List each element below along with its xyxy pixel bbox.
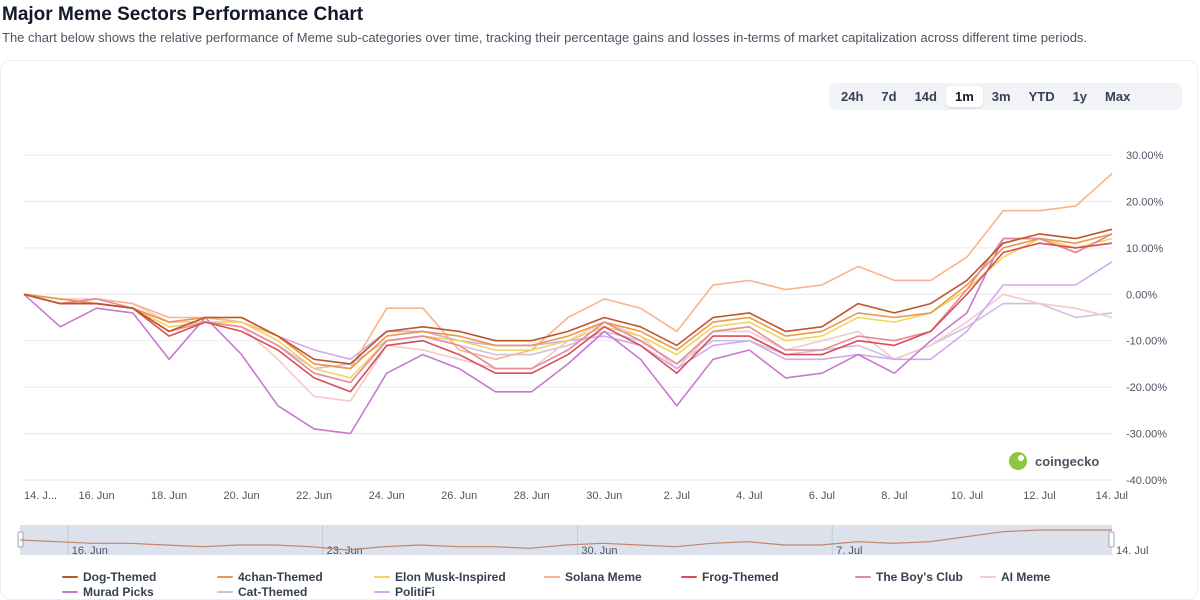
legend-swatch <box>980 576 996 578</box>
navigator-tick-label: 16. Jun <box>72 545 108 557</box>
legend-item-cat-themed[interactable]: Cat-Themed <box>217 585 374 599</box>
x-tick-label: 2. Jul <box>664 490 690 502</box>
legend-swatch <box>217 576 233 578</box>
legend-label: AI Meme <box>1001 570 1051 584</box>
x-tick-label: 12. Jul <box>1023 490 1055 502</box>
range-3m-button[interactable]: 3m <box>983 86 1020 107</box>
navigator-series-line <box>19 529 1112 551</box>
range-24h-button[interactable]: 24h <box>832 86 872 107</box>
watermark-text: coingecko <box>1035 454 1099 469</box>
series-line-frog-themed[interactable] <box>23 242 1113 393</box>
legend-label: Solana Meme <box>565 570 642 584</box>
x-tick-label: 14. Jul <box>1096 490 1128 502</box>
legend-item-ai-meme[interactable]: AI Meme <box>980 570 1130 584</box>
x-tick-label: 14. J... <box>24 490 57 502</box>
y-tick-label: 0.00% <box>1126 289 1157 301</box>
legend-swatch <box>62 576 78 578</box>
y-tick-label: -10.00% <box>1126 336 1167 348</box>
range-14d-button[interactable]: 14d <box>906 86 946 107</box>
legend-item-elon-musk-inspired[interactable]: Elon Musk-Inspired <box>374 570 544 584</box>
legend-item-murad-picks[interactable]: Murad Picks <box>62 585 217 599</box>
range-7d-button[interactable]: 7d <box>872 86 905 107</box>
time-range-selector: 24h 7d 14d 1m 3m YTD 1y Max <box>829 83 1182 110</box>
chart-title: Major Meme Sectors Performance Chart <box>2 4 364 25</box>
series-line-politifi[interactable] <box>23 261 1113 370</box>
legend-label: Frog-Themed <box>702 570 779 584</box>
range-max-button[interactable]: Max <box>1096 86 1139 107</box>
legend-item-solana-meme[interactable]: Solana Meme <box>544 570 681 584</box>
navigator-tick-label: 14. Jul <box>1116 545 1148 557</box>
series-line-dog-themed[interactable] <box>23 228 1113 365</box>
legend-item-politifi[interactable]: PolitiFi <box>374 585 544 599</box>
y-tick-label: 20.00% <box>1126 196 1164 208</box>
legend-item-dog-themed[interactable]: Dog-Themed <box>62 570 217 584</box>
chart-description: The chart below shows the relative perfo… <box>2 30 1088 45</box>
range-1m-button[interactable]: 1m <box>945 86 983 107</box>
legend-swatch <box>62 591 78 593</box>
legend-item-4chan-themed[interactable]: 4chan-Themed <box>217 570 374 584</box>
legend-swatch <box>544 576 560 578</box>
x-tick-label: 30. Jun <box>586 490 622 502</box>
legend-item-frog-themed[interactable]: Frog-Themed <box>681 570 855 584</box>
gecko-eye-icon <box>1018 455 1024 461</box>
y-tick-label: -20.00% <box>1126 382 1167 394</box>
x-tick-label: 26. Jun <box>441 490 477 502</box>
legend-label: Murad Picks <box>83 585 154 599</box>
x-tick-label: 8. Jul <box>881 490 907 502</box>
y-axis-ticks: 30.00% 20.00% 10.00% 0.00% -10.00% -20.00% -30… <box>1126 150 1167 487</box>
legend-label: Elon Musk-Inspired <box>395 570 506 584</box>
navigator-right-handle[interactable] <box>1108 531 1115 548</box>
legend-label: Cat-Themed <box>238 585 308 599</box>
coingecko-watermark: coingecko <box>1009 452 1099 470</box>
x-tick-label: 4. Jul <box>736 490 762 502</box>
navigator-tick-label: 30. Jun <box>581 545 617 557</box>
x-tick-label: 16. Jun <box>78 490 114 502</box>
legend-swatch <box>681 576 697 578</box>
legend-label: 4chan-Themed <box>238 570 323 584</box>
navigator-window[interactable] <box>20 525 1112 555</box>
navigator-tick-label: 7. Jul <box>836 545 862 557</box>
gridlines <box>24 154 1112 481</box>
x-tick-label: 6. Jul <box>809 490 835 502</box>
x-tick-label: 20. Jun <box>224 490 260 502</box>
range-ytd-button[interactable]: YTD <box>1020 86 1064 107</box>
legend-swatch <box>374 591 390 593</box>
coingecko-gecko-icon <box>1009 452 1027 470</box>
series-line-elon-musk-inspired[interactable] <box>23 237 1113 379</box>
legend-swatch <box>217 591 233 593</box>
legend-swatch <box>374 576 390 578</box>
navigator[interactable]: 16. Jun 23. Jun 30. Jun 7. Jul 14. Jul <box>17 525 1148 557</box>
x-tick-label: 22. Jun <box>296 490 332 502</box>
navigator-tick-label: 23. Jun <box>327 545 363 557</box>
y-tick-label: 30.00% <box>1126 150 1164 162</box>
x-axis-ticks: 14. J... 16. Jun 18. Jun 20. Jun 22. Jun 24. … <box>24 490 1128 502</box>
series-lines <box>23 173 1113 435</box>
x-tick-label: 28. Jun <box>514 490 550 502</box>
x-tick-label: 10. Jul <box>951 490 983 502</box>
y-tick-label: -40.00% <box>1126 475 1167 487</box>
navigator-ticks: 16. Jun 23. Jun 30. Jun 7. Jul 14. Jul <box>67 525 1148 557</box>
x-tick-label: 24. Jun <box>369 490 405 502</box>
series-line-the-boy-s-club[interactable] <box>23 233 1113 384</box>
range-1y-button[interactable]: 1y <box>1064 86 1096 107</box>
legend-label: The Boy's Club <box>876 570 963 584</box>
legend-label: Dog-Themed <box>83 570 157 584</box>
y-tick-label: -30.00% <box>1126 429 1167 441</box>
legend-item-the-boys-club[interactable]: The Boy's Club <box>855 570 980 584</box>
x-tick-label: 18. Jun <box>151 490 187 502</box>
legend-label: PolitiFi <box>395 585 435 599</box>
chart-legend: Dog-Themed 4chan-Themed Elon Musk-Inspir… <box>62 570 1182 599</box>
y-tick-label: 10.00% <box>1126 243 1164 255</box>
legend-swatch <box>855 576 871 578</box>
